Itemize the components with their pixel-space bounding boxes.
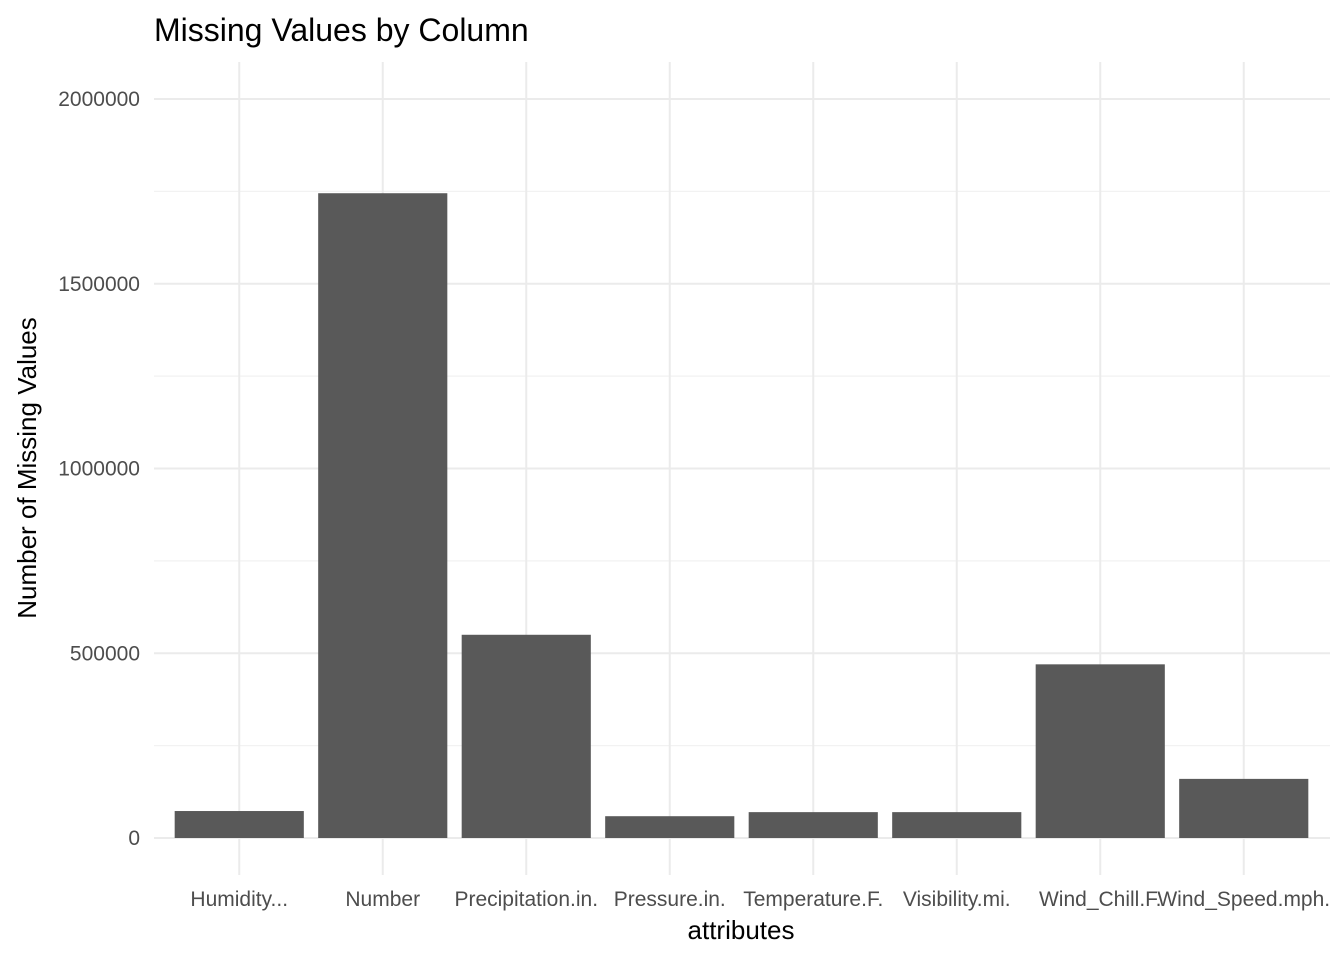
- bar-wind-speed-mph: [1179, 778, 1309, 838]
- x-tick-label: Wind_Speed.mph.: [1157, 888, 1330, 911]
- x-tick-label: Wind_Chill.F.: [1039, 888, 1162, 911]
- chart-title: Missing Values by Column: [154, 12, 529, 48]
- x-tick-label: Pressure.in.: [614, 888, 726, 911]
- bar-visibility-mi: [892, 812, 1022, 838]
- y-tick-label: 500000: [70, 642, 140, 665]
- bar-pressure-in: [605, 816, 735, 838]
- x-tick-label: Temperature.F.: [743, 888, 883, 911]
- x-tick-label: Precipitation.in.: [454, 888, 598, 911]
- y-tick-label: 1500000: [58, 273, 140, 296]
- bar-precipitation-in: [461, 634, 591, 838]
- y-axis-title: Number of Missing Values: [12, 317, 42, 619]
- bar-wind-chill-f: [1035, 664, 1165, 838]
- bar-temperature-f: [748, 812, 878, 838]
- x-axis-title: attributes: [688, 915, 795, 945]
- x-tick-label: Humidity...: [190, 888, 288, 911]
- bar-layer: [174, 193, 1309, 838]
- y-axis-tick-labels: 0 500000 1000000 1500000 2000000: [58, 88, 140, 850]
- x-axis-tick-labels: Humidity... Number Precipitation.in. Pressu…: [190, 888, 1330, 911]
- x-tick-label: Visibility.mi.: [903, 888, 1011, 911]
- y-tick-label: 2000000: [58, 88, 140, 111]
- bar-humidity: [174, 811, 304, 838]
- bar-number: [318, 193, 448, 838]
- y-tick-label: 1000000: [58, 458, 140, 481]
- y-tick-label: 0: [128, 827, 140, 850]
- x-tick-label: Number: [345, 888, 420, 911]
